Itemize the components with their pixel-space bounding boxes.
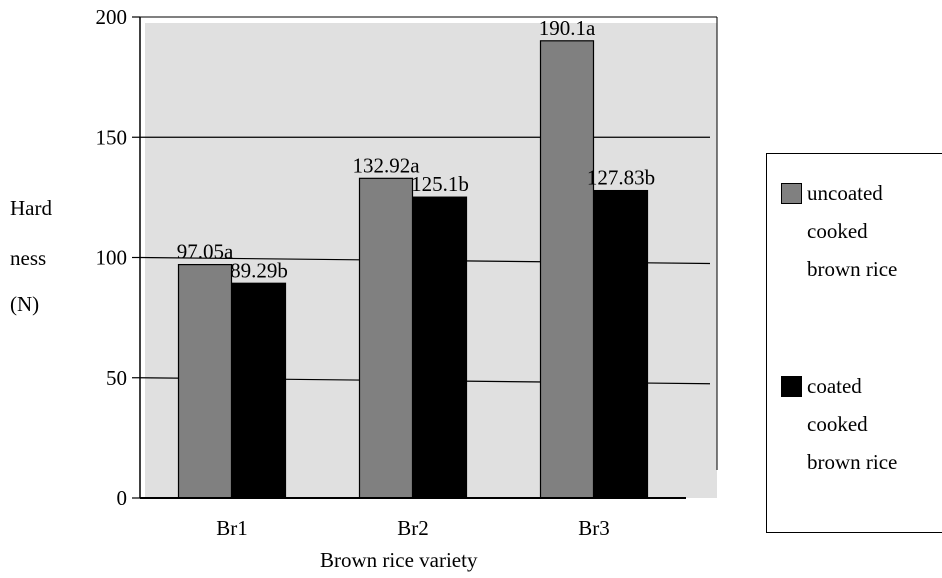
y-axis-label-line-3: (N) [10,292,40,316]
y-tick-label-100: 100 [96,246,128,270]
x-tick-label-br1: Br1 [216,516,248,540]
y-axis-label-line-1: Hard [10,196,52,220]
legend-swatch-uncoated [781,183,802,204]
y-tick-label-50: 50 [106,366,127,390]
bar-br3-series-2 [593,189,649,499]
data-label-br3-series-1: 190.1a [539,16,596,40]
bar-br1-series-2 [231,282,287,499]
legend-label-coated: coated cooked brown rice [807,374,898,474]
x-axis-label: Brown rice variety [320,548,478,572]
legend: uncoated cooked brown rice coated cooked… [766,153,942,533]
data-label-br1-series-1: 97.05a [177,240,234,264]
bar-br1-series-1 [177,263,233,499]
y-tick-label-150: 150 [96,125,128,149]
bar-br3-series-1 [539,40,595,499]
y-axis-label-line-2: ness [10,246,47,270]
x-tick-label-br2: Br2 [397,516,429,540]
data-label-br1-series-2: 89.29b [230,258,288,282]
bar-br2-series-1 [358,177,414,499]
data-label-br2-series-1: 132.92a [352,153,420,177]
data-label-br3-series-2: 127.83b [587,166,655,190]
y-tick-label-200: 200 [96,5,128,29]
bar-br2-series-2 [412,196,468,499]
x-tick-label-br3: Br3 [578,516,610,540]
legend-label-uncoated: uncoated cooked brown rice [807,181,898,281]
legend-swatch-coated [781,376,802,397]
data-label-br2-series-2: 125.1b [411,172,469,196]
y-tick-label-0: 0 [117,486,128,510]
